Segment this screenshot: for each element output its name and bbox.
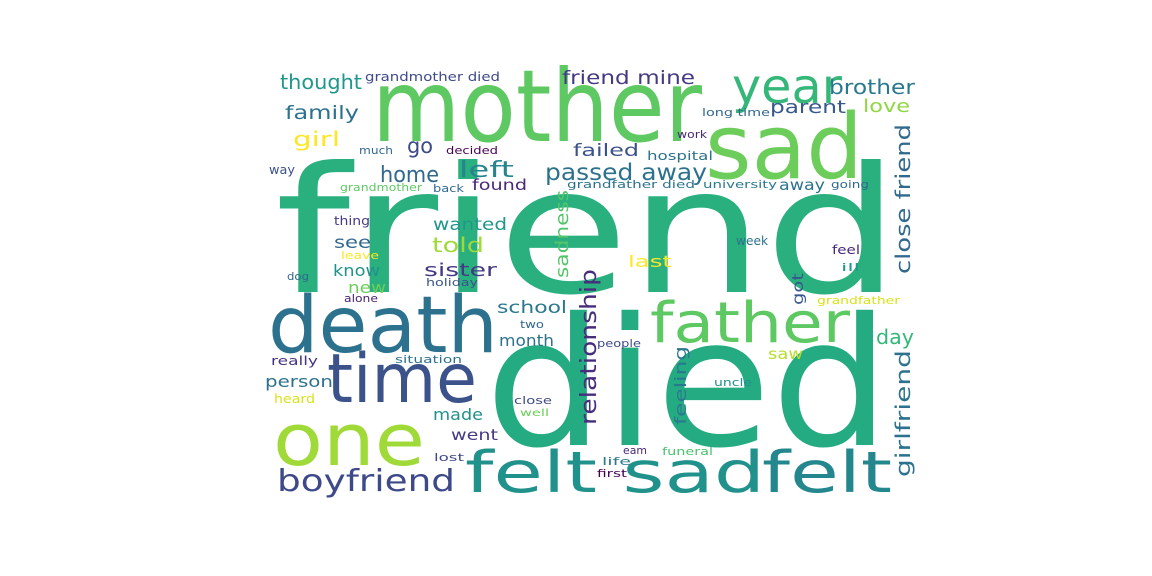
word-first: first xyxy=(597,467,628,480)
word-grandmother: grandmother xyxy=(340,181,423,194)
word-brother: brother xyxy=(829,75,916,99)
word-hospital: hospital xyxy=(647,149,713,163)
word-dog: dog xyxy=(287,270,309,283)
word-eam: eam xyxy=(623,444,647,457)
word-feel: feel xyxy=(832,243,860,257)
word-day: day xyxy=(876,325,914,349)
word-going: going xyxy=(831,178,869,191)
word-girl: girl xyxy=(293,127,340,151)
word-close: close xyxy=(514,394,552,407)
word-boyfriend: boyfriend xyxy=(277,464,455,499)
word-friend-mine: friend mine xyxy=(562,67,695,89)
word-found: found xyxy=(472,176,527,194)
word-last: last xyxy=(628,252,672,271)
word-went: went xyxy=(451,426,498,444)
word-wanted: wanted xyxy=(433,215,507,235)
word-girlfriend: girlfriend xyxy=(891,350,915,477)
word-grandfather-died: grandfather died xyxy=(567,178,695,191)
word-university: university xyxy=(703,178,778,191)
word-sad: sad xyxy=(705,95,863,200)
word-relationship: relationship xyxy=(577,269,602,425)
word-sister: sister xyxy=(424,260,498,281)
word-know: know xyxy=(333,261,380,280)
word-family: family xyxy=(285,102,359,124)
word-felt-sad: felt sad xyxy=(465,440,765,506)
word-alone: alone xyxy=(344,292,378,305)
word-holiday: holiday xyxy=(426,276,479,289)
word-one: one xyxy=(273,398,425,482)
word-see: see xyxy=(334,233,371,253)
word-death: death xyxy=(268,281,498,371)
word-new: new xyxy=(348,278,386,297)
word-grandfather: grandfather xyxy=(817,294,901,307)
word-lost: lost xyxy=(434,451,465,464)
word-work: work xyxy=(677,128,708,141)
word-time: time xyxy=(327,340,477,419)
word-back: back xyxy=(433,182,465,195)
word-left: left xyxy=(459,158,515,183)
word-ill: ill xyxy=(841,261,860,274)
word-week: week xyxy=(736,234,768,248)
word-school: school xyxy=(497,298,567,318)
word-sadness: sadness xyxy=(552,190,573,278)
word-mother: mother xyxy=(372,48,703,165)
word-thought: thought xyxy=(280,70,362,94)
word-grandmother-died: grandmother died xyxy=(365,70,500,84)
word-parent: parent xyxy=(770,97,846,118)
word-close-friend: close friend xyxy=(891,124,915,274)
word-told: told xyxy=(432,233,484,257)
word-made: made xyxy=(433,405,483,424)
word-person: person xyxy=(265,372,333,391)
word-long-time: long time xyxy=(702,106,770,119)
word-feeling: feeling xyxy=(671,346,690,425)
word-thing: thing xyxy=(334,214,370,228)
word-died: died xyxy=(485,280,890,487)
word-heard: heard xyxy=(274,392,315,406)
word-funeral: funeral xyxy=(662,445,713,458)
word-love: love xyxy=(863,96,910,117)
word-much: much xyxy=(359,144,393,157)
word-situation: situation xyxy=(395,353,462,366)
word-year: year xyxy=(732,59,842,115)
word-uncle: uncle xyxy=(714,376,752,389)
word-month: month xyxy=(499,331,554,350)
word-friend: friend xyxy=(275,131,900,334)
word-got: got xyxy=(789,273,807,305)
word-two: two xyxy=(520,318,544,331)
word-away: away xyxy=(779,176,825,194)
word-go: go xyxy=(407,134,433,158)
word-home: home xyxy=(380,163,439,188)
word-saw: saw xyxy=(768,345,803,363)
word-decided: decided xyxy=(446,144,498,157)
word-felt: felt xyxy=(762,440,892,506)
word-really: really xyxy=(271,354,318,368)
word-life: life xyxy=(602,455,631,468)
word-father: father xyxy=(650,291,851,356)
word-way: way xyxy=(269,163,295,177)
word-people: people xyxy=(597,337,641,350)
word-failed: failed xyxy=(573,141,639,161)
word-passed-away: passed away xyxy=(545,160,707,186)
word-well: well xyxy=(520,408,549,419)
word-leave: leave xyxy=(341,249,379,262)
